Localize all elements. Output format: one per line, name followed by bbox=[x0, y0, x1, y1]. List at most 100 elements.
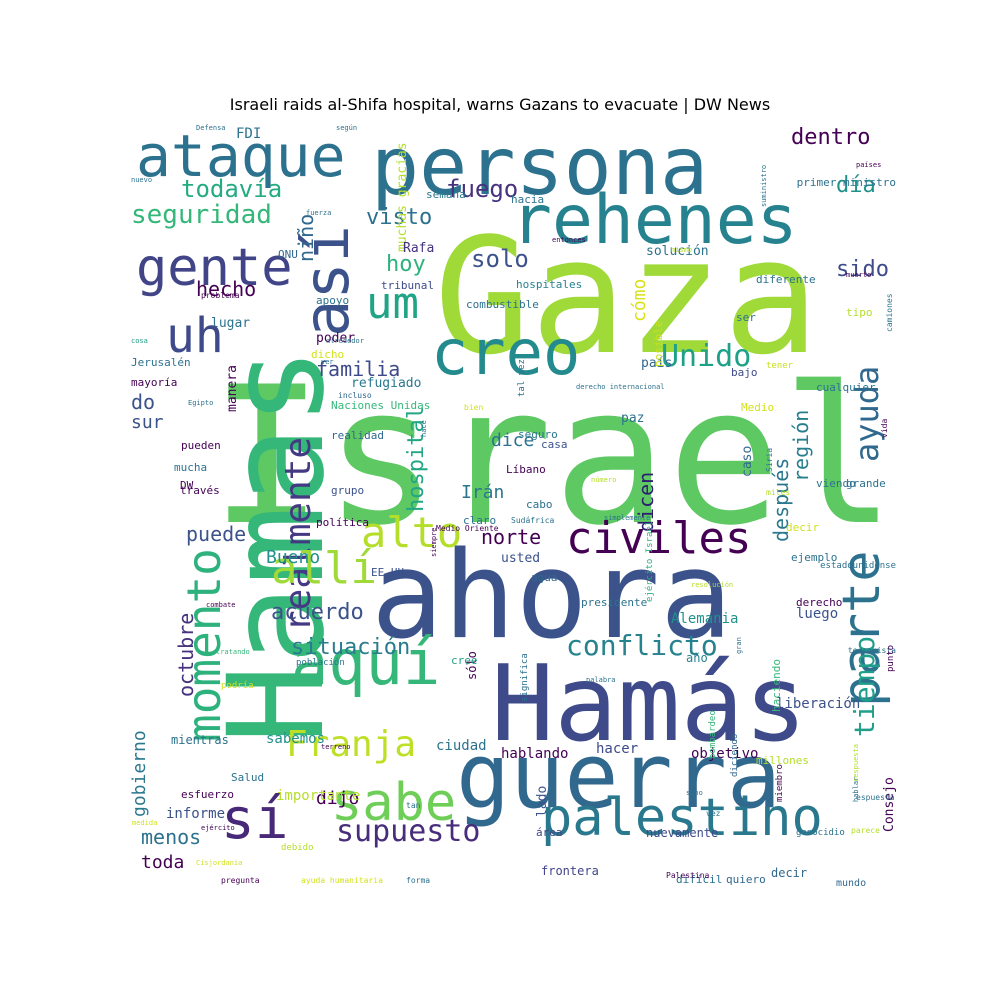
wordcloud-word: día bbox=[836, 173, 876, 198]
wordcloud-word: presidente bbox=[581, 596, 648, 609]
wordcloud-word: camiones bbox=[885, 293, 894, 332]
wordcloud-word: manera bbox=[225, 365, 240, 412]
wordcloud-word: tal vez bbox=[517, 359, 527, 397]
wordcloud-word: semana bbox=[426, 188, 466, 201]
wordcloud-canvas: Israel Gaza persona ahora Hamás Hamas guerra re… bbox=[126, 122, 897, 892]
wordcloud-word: hospitales bbox=[516, 278, 583, 291]
wordcloud-word: través bbox=[180, 484, 220, 497]
wordcloud-word: estadounidense bbox=[820, 561, 896, 571]
wordcloud-word: guerra bbox=[456, 724, 782, 829]
wordcloud-word: Cisjordania bbox=[196, 859, 243, 867]
wordcloud-word: ONU bbox=[278, 248, 298, 261]
wordcloud-word: genocidio bbox=[796, 828, 845, 838]
wordcloud-word: ejército Israel bbox=[645, 520, 655, 602]
wordcloud-word: tan bbox=[406, 801, 421, 810]
wordcloud-word: Bueno bbox=[266, 547, 321, 568]
wordcloud-word: Alemania bbox=[671, 611, 739, 627]
wordcloud-word: entonces bbox=[552, 236, 586, 244]
wordcloud-word: ataque bbox=[136, 122, 346, 190]
wordcloud-word: pregunta bbox=[221, 876, 260, 885]
wordcloud-word: siempre bbox=[430, 527, 438, 557]
wordcloud-word: sino bbox=[686, 789, 703, 797]
wordcloud-word: mucha bbox=[174, 461, 208, 474]
wordcloud-word: hablando bbox=[501, 746, 569, 762]
wordcloud-word: Siria bbox=[765, 447, 774, 472]
wordcloud-word: grande bbox=[846, 477, 886, 490]
wordcloud-word: muchas gracias bbox=[395, 142, 410, 252]
wordcloud-word: lugar bbox=[211, 316, 251, 331]
wordcloud-word: diferente bbox=[756, 273, 816, 286]
wordcloud-word: um bbox=[366, 278, 419, 329]
wordcloud-word: apoyo bbox=[316, 294, 350, 307]
wordcloud-word: sabemos bbox=[266, 731, 326, 747]
wordcloud-word: paz bbox=[621, 411, 645, 426]
wordcloud-word: Egipto bbox=[188, 399, 214, 407]
wordcloud-word: luego bbox=[796, 606, 839, 622]
wordcloud-word: palestino bbox=[541, 788, 823, 848]
wordcloud-word: grupo bbox=[331, 484, 365, 497]
wordcloud-word: visto bbox=[366, 205, 433, 230]
wordcloud-word: conflicto bbox=[566, 629, 718, 662]
wordcloud-word: agua bbox=[531, 571, 558, 584]
wordcloud-word: Medio Oriente bbox=[436, 524, 499, 533]
wordcloud-word: toda bbox=[141, 852, 185, 873]
wordcloud-word: claro bbox=[463, 514, 497, 527]
wordcloud-word: usted bbox=[501, 551, 541, 566]
wordcloud-word: muerto bbox=[846, 271, 872, 279]
wordcloud-word: quiero bbox=[726, 873, 766, 886]
wordcloud-word: importante bbox=[276, 788, 361, 804]
wordcloud-word: países bbox=[856, 161, 882, 169]
wordcloud-word: vida bbox=[880, 418, 889, 438]
wordcloud-word: cualquier bbox=[816, 381, 876, 394]
wordcloud-word: casa bbox=[541, 438, 568, 451]
wordcloud-word: Unido bbox=[661, 339, 752, 374]
wordcloud-word: primer ministro bbox=[796, 176, 896, 189]
wordcloud-word: norte bbox=[481, 525, 542, 549]
wordcloud-word: DW bbox=[180, 479, 194, 492]
wordcloud-word: tribunal bbox=[381, 279, 434, 292]
wordcloud-word: supuesto bbox=[336, 814, 481, 849]
wordcloud-word: número bbox=[591, 476, 617, 484]
wordcloud-word: Jerusalén bbox=[131, 356, 191, 369]
wordcloud-word: respuesta bbox=[852, 744, 860, 782]
wordcloud-word: año bbox=[686, 651, 708, 665]
wordcloud-word: frontera bbox=[541, 864, 599, 878]
wordcloud-word: dijo bbox=[316, 788, 360, 809]
wordcloud-word: FDI bbox=[236, 126, 262, 142]
wordcloud-word: fuerza bbox=[306, 209, 332, 217]
wordcloud-word: objetivo bbox=[691, 746, 759, 762]
wordcloud-word: haciendo bbox=[770, 659, 783, 712]
wordcloud-word: acuerdo bbox=[271, 600, 364, 625]
wordcloud-word: todavía bbox=[181, 175, 283, 203]
wordcloud-word: viendo bbox=[816, 477, 856, 490]
wordcloud-word: suministro bbox=[760, 164, 768, 207]
wordcloud-word: caso bbox=[740, 445, 755, 477]
wordcloud-word: ahora bbox=[371, 527, 733, 666]
wordcloud-word: Naciones Unidas bbox=[331, 399, 431, 412]
wordcloud-word: terreno bbox=[321, 743, 351, 751]
wordcloud-word: sabe bbox=[331, 773, 457, 833]
wordcloud-word: dice bbox=[491, 430, 535, 451]
wordcloud-word: bombardeo bbox=[708, 710, 718, 759]
wordcloud-word: difícil bbox=[676, 873, 723, 886]
wordcloud-word: do bbox=[131, 390, 156, 414]
wordcloud-word: ver bbox=[321, 358, 334, 366]
wordcloud-word: aquí bbox=[291, 626, 441, 699]
wordcloud-word: solo bbox=[471, 245, 529, 273]
wordcloud-word: debido bbox=[281, 843, 314, 853]
wordcloud-word: significa bbox=[520, 653, 530, 702]
wordcloud-word: ser bbox=[736, 311, 756, 324]
wordcloud-word: ejército bbox=[201, 824, 235, 832]
wordcloud-word: área bbox=[536, 826, 563, 839]
wordcloud-word: medida bbox=[132, 819, 158, 827]
wordcloud-word: sur bbox=[131, 412, 164, 433]
wordcloud-word: alrededor bbox=[326, 337, 364, 345]
wordcloud-word: Consejo bbox=[882, 777, 897, 832]
wordcloud-word: creo bbox=[431, 316, 581, 389]
wordcloud-word: rehenes bbox=[511, 181, 798, 260]
wordcloud-word: gran bbox=[735, 637, 743, 654]
wordcloud-word: miles bbox=[766, 488, 791, 497]
wordcloud-word: ejemplo bbox=[791, 551, 838, 564]
wordcloud-word: EE UU bbox=[371, 566, 405, 579]
wordcloud-word: tratando bbox=[216, 648, 250, 656]
